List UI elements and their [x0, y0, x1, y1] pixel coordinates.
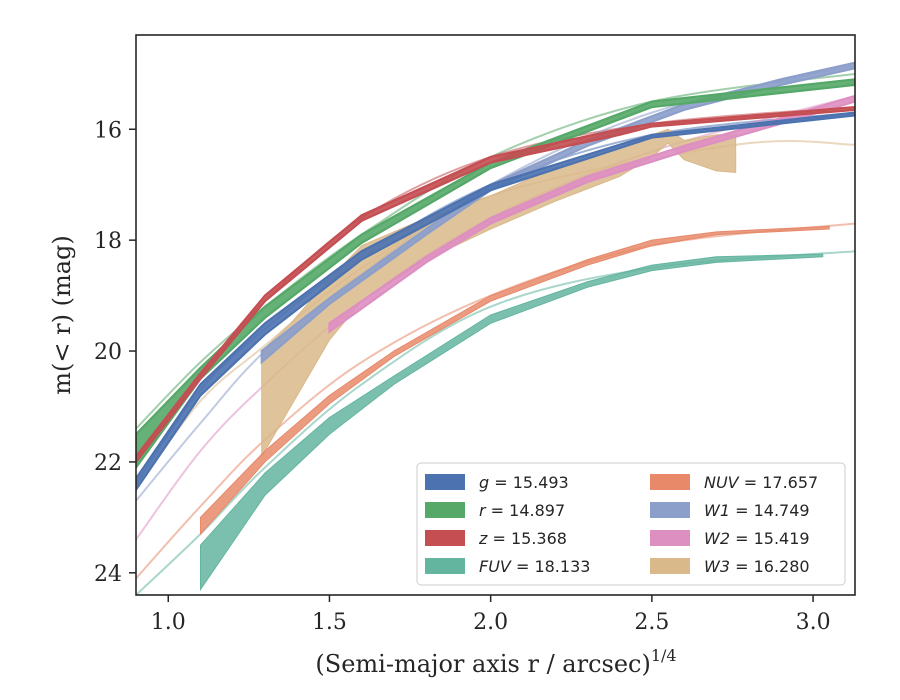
legend-label-w2: W2 = 15.419 [704, 529, 810, 548]
legend-box [416, 462, 846, 586]
y-axis-label: m(< r) (mag) [48, 235, 76, 394]
legend-label-r: r = 14.897 [479, 501, 565, 520]
band-g [136, 111, 855, 492]
curve-r-model [136, 72, 855, 430]
legend-swatch-g [425, 474, 465, 490]
y-axis: 16 18 20 22 24 [94, 118, 136, 587]
band-r [136, 78, 855, 470]
x-tick-label: 2.5 [634, 610, 669, 635]
legend-swatch-z [425, 530, 465, 546]
legend-swatch-w3 [650, 558, 690, 574]
x-tick-label: 1.0 [151, 610, 186, 635]
legend-swatch-fuv [425, 558, 465, 574]
legend-swatch-r [425, 502, 465, 518]
legend-label-w1: W1 = 14.749 [704, 501, 810, 520]
band-nuv [199, 225, 830, 536]
x-axis: 1.0 1.5 2.0 2.5 3.0 [151, 595, 831, 635]
band-w2 [328, 94, 855, 334]
y-tick-label: 20 [94, 340, 122, 365]
x-tick-label: 3.0 [796, 610, 831, 635]
legend-swatch-w2 [650, 530, 690, 546]
y-tick-label: 24 [94, 562, 122, 587]
y-tick-label: 16 [94, 118, 122, 143]
legend-label-fuv: FUV = 18.133 [479, 557, 590, 576]
y-tick-label: 18 [94, 229, 122, 254]
legend-swatch-nuv [650, 474, 690, 490]
legend-label-z: z = 15.368 [478, 529, 567, 548]
legend: g = 15.493 r = 14.897 z = 15.368 FUV = 18.1… [416, 462, 846, 586]
plot-frame [135, 34, 856, 596]
legend-swatch-w1 [650, 502, 690, 518]
legend-label-w3: W3 = 16.280 [704, 557, 810, 576]
y-tick-label: 22 [94, 451, 122, 476]
legend-label-g: g = 15.493 [479, 473, 569, 492]
x-tick-label: 2.0 [473, 610, 508, 635]
band-z [136, 105, 855, 464]
x-axis-label: (Semi-major axis r / arcsec)1/4 [315, 646, 676, 678]
band-fuv [199, 253, 824, 592]
x-tick-label: 1.5 [312, 610, 347, 635]
plot-area [136, 61, 855, 595]
legend-label-nuv: NUV = 17.657 [704, 473, 818, 492]
